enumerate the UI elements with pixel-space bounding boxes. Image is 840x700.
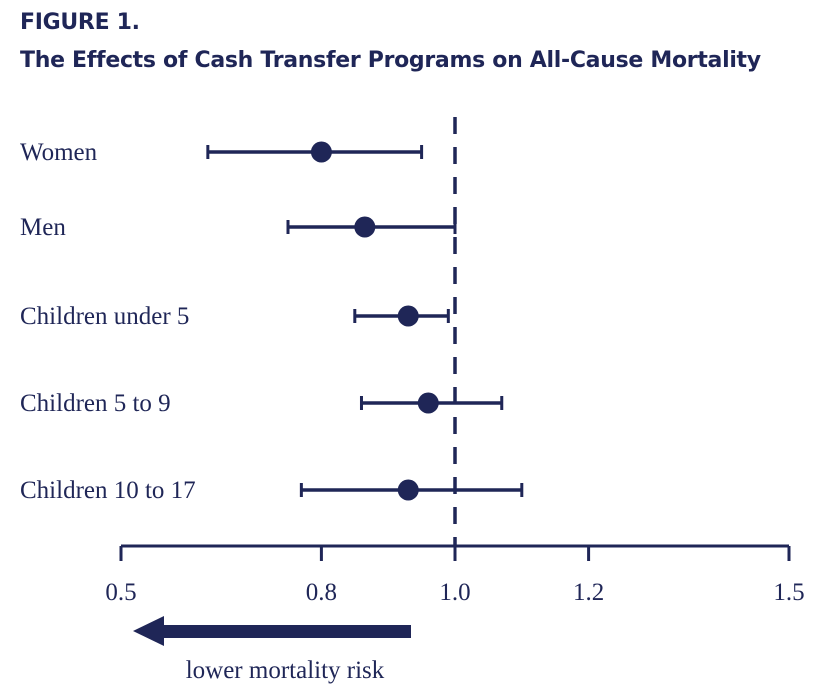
arrow-left-icon: [133, 616, 164, 646]
category-label: Children 10 to 17: [20, 477, 196, 504]
point-estimate: [417, 392, 439, 414]
category-label: Men: [20, 214, 66, 241]
annotation-label: lower mortality risk: [186, 657, 385, 684]
category-label: Women: [20, 139, 98, 166]
chart-title: The Effects of Cash Transfer Programs on…: [20, 48, 761, 73]
x-tick-label: 1.5: [773, 579, 804, 606]
x-tick-label: 1.0: [439, 579, 470, 606]
point-estimate: [310, 141, 332, 163]
point-estimate: [397, 479, 419, 501]
x-tick-label: 0.8: [306, 579, 337, 606]
arrow-shaft: [152, 625, 411, 638]
x-tick-label: 1.2: [573, 579, 604, 606]
figure-label: FIGURE 1.: [20, 10, 140, 35]
point-estimate: [397, 305, 419, 327]
category-label: Children under 5: [20, 303, 189, 330]
x-tick-label: 0.5: [105, 579, 136, 606]
category-label: Children 5 to 9: [20, 390, 171, 417]
point-estimate: [354, 216, 376, 238]
